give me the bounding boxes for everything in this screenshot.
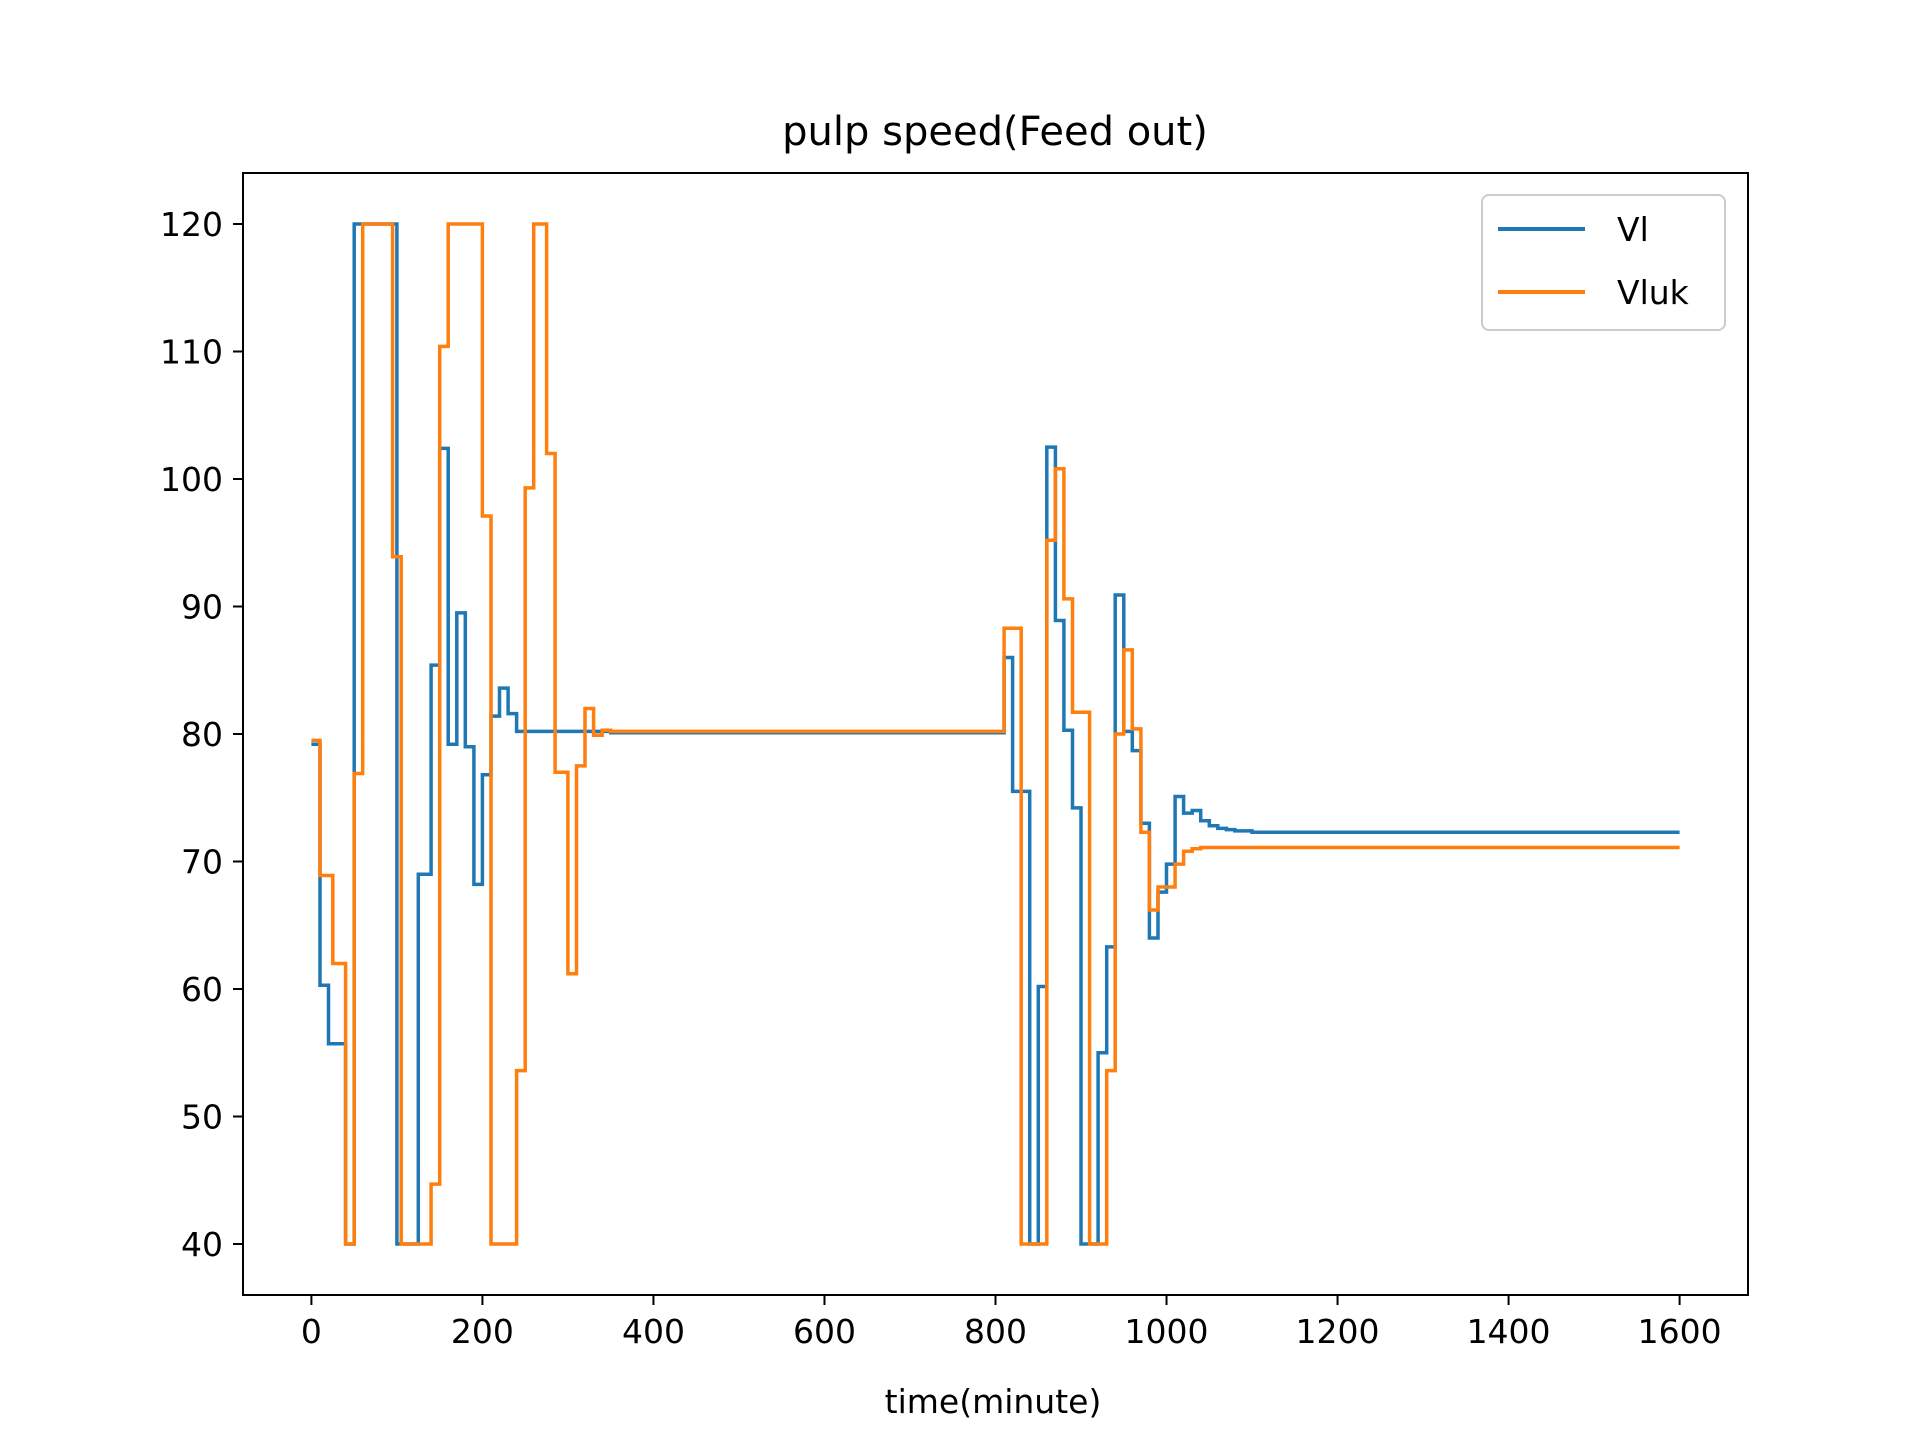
x-tick-label: 1000: [1125, 1312, 1209, 1351]
y-tick-label: 100: [160, 460, 223, 499]
legend-label-vl: Vl: [1617, 210, 1649, 249]
y-tick-label: 120: [160, 205, 223, 244]
y-tick-label: 60: [181, 970, 223, 1009]
x-tick-label: 1200: [1296, 1312, 1380, 1351]
chart-title: pulp speed(Feed out): [782, 109, 1208, 155]
x-tick-label: 400: [622, 1312, 685, 1351]
y-tick-label: 50: [181, 1098, 223, 1137]
x-tick-label: 600: [793, 1312, 856, 1351]
x-tick-label: 1400: [1467, 1312, 1551, 1351]
x-axis: 0 200 400 600 800 1000 1200 1400 1600: [301, 1295, 1722, 1351]
x-tick-label: 0: [301, 1312, 322, 1351]
x-axis-title: time(minute): [885, 1382, 1102, 1421]
y-tick-label: 80: [181, 715, 223, 754]
legend: Vl Vluk: [1481, 194, 1726, 331]
plot-lines: [311, 222, 1680, 1246]
y-tick-label: 70: [181, 843, 223, 882]
y-axis: 40 50 60 70 80 90 100 110 120: [160, 205, 243, 1264]
x-tick-label: 800: [964, 1312, 1027, 1351]
y-tick-label: 90: [181, 588, 223, 627]
y-tick-label: 40: [181, 1225, 223, 1264]
x-tick-label: 200: [451, 1312, 514, 1351]
series-line-vluk: [311, 222, 1680, 1246]
y-tick-label: 110: [160, 333, 223, 372]
x-tick-label: 1600: [1638, 1312, 1722, 1351]
legend-label-vluk: Vluk: [1617, 273, 1690, 312]
